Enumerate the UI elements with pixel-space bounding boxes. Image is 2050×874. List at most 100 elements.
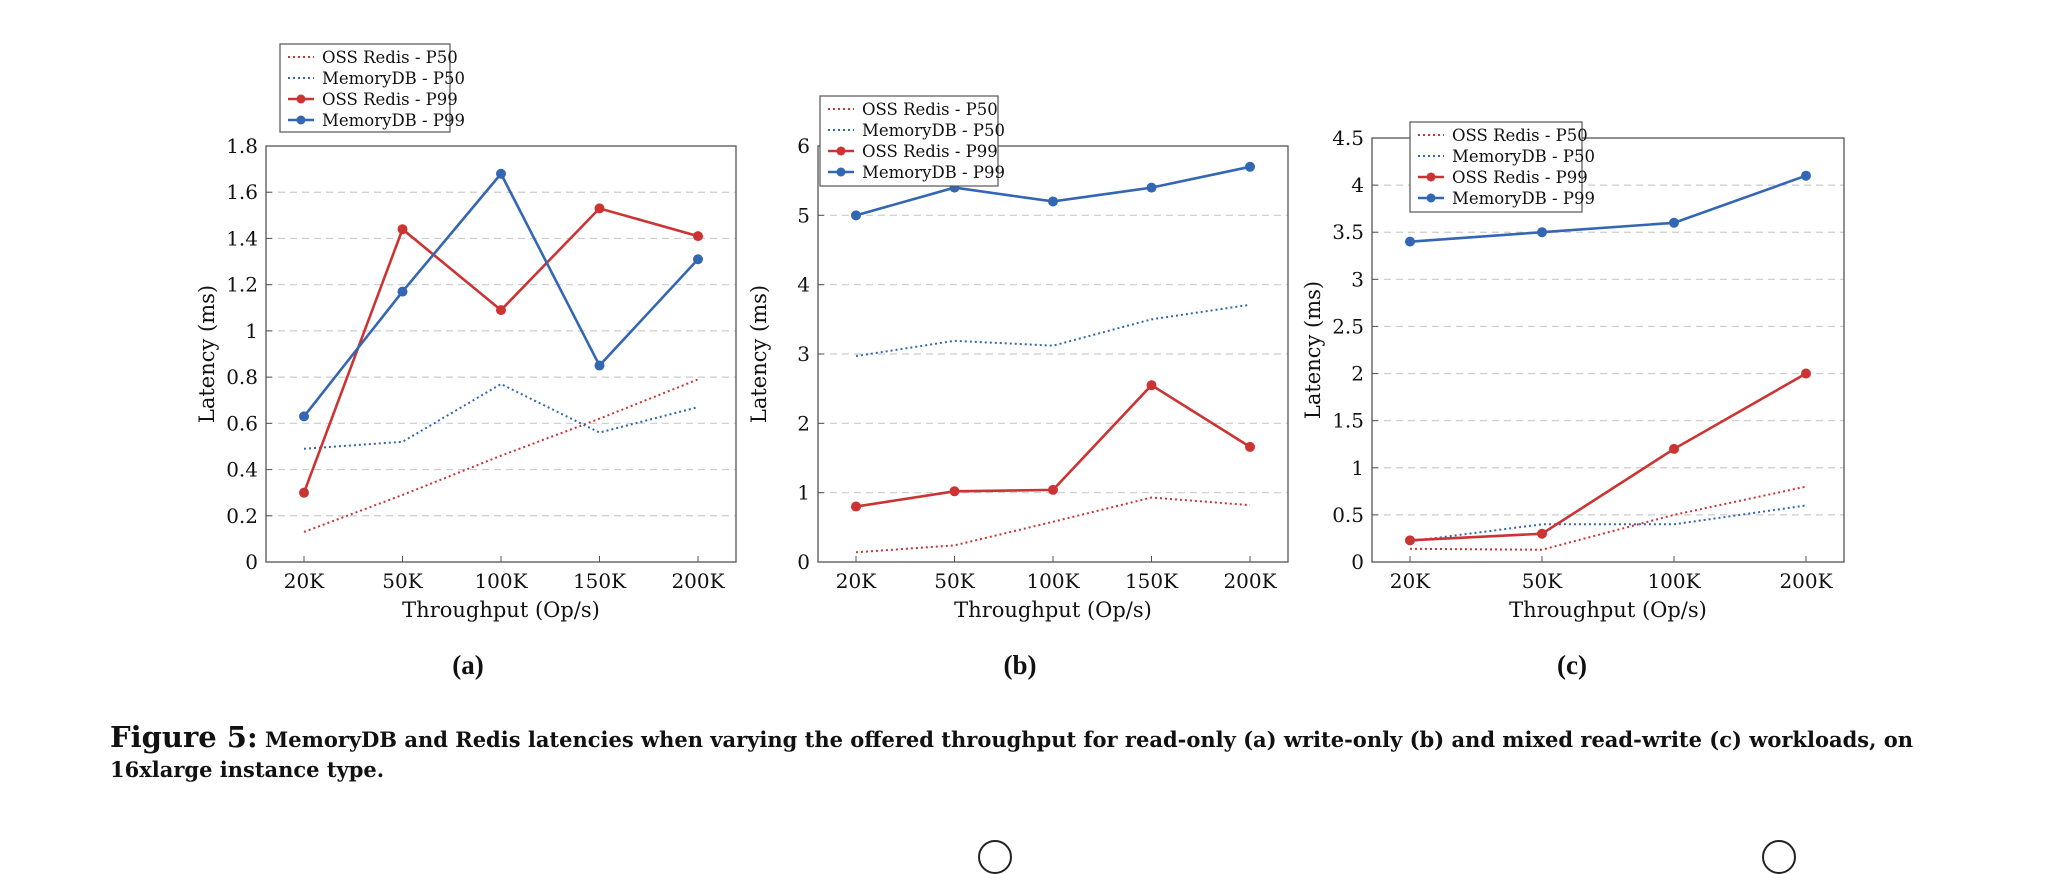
legend-label: OSS Redis - P99 [322, 90, 458, 109]
data-point [1405, 236, 1415, 247]
x-tick-label: 50K [1522, 569, 1563, 593]
legend-box [279, 43, 451, 133]
series-line-memorydb-p50 [303, 382, 699, 450]
series-line-memorydb-p99 [1409, 174, 1807, 243]
caption-text: MemoryDB and Redis latencies when varyin… [110, 727, 1913, 782]
x-tick-label: 150K [573, 569, 627, 593]
y-tick-label: 0 [1351, 550, 1364, 574]
data-point [496, 168, 506, 179]
x-tick-label: 200K [671, 569, 725, 593]
sublabel-a: (a) [452, 650, 484, 680]
legend-label: OSS Redis - P50 [322, 48, 458, 67]
plot-frame [265, 145, 737, 563]
legend-label: MemoryDB - P50 [1452, 147, 1595, 166]
page-mark-circle-left [978, 840, 1012, 874]
y-tick-label: 0.5 [1332, 503, 1364, 527]
x-tick-label: 100K [474, 569, 528, 593]
legend-label: OSS Redis - P50 [862, 100, 998, 119]
data-point [1537, 528, 1547, 539]
legend: OSS Redis - P50 MemoryDB - P50 OSS Redis -… [819, 95, 1005, 187]
data-point [1245, 161, 1255, 172]
y-tick-label: 0 [245, 550, 258, 574]
y-tick-label: 5 [797, 203, 810, 227]
series-line-oss-redis-p99 [1409, 372, 1807, 542]
legend-label: MemoryDB - P99 [1452, 189, 1595, 208]
y-tick-label: 0.6 [226, 411, 258, 435]
y-axis-label: Latency (ms) [1301, 281, 1325, 419]
y-tick-label: 1 [245, 319, 258, 343]
data-point [1669, 443, 1679, 454]
data-point [1669, 217, 1679, 228]
y-tick-label: 4 [1351, 173, 1364, 197]
chart-panel-0: 0 0.2 0.4 0.6 0.8 1 1.2 1.4 1.6 1.8 20K 50K 100K 150K… [195, 43, 737, 622]
x-tick-label: 20K [284, 569, 325, 593]
data-point [1405, 535, 1415, 546]
x-tick-label: 200K [1779, 569, 1833, 593]
y-tick-label: 0 [797, 550, 810, 574]
x-tick-label: 20K [836, 569, 877, 593]
data-point [299, 487, 309, 498]
legend-label: MemoryDB - P50 [322, 69, 465, 88]
y-tick-label: 3.5 [1332, 220, 1364, 244]
legend-label: OSS Redis - P99 [862, 142, 998, 161]
data-point [851, 501, 861, 512]
y-tick-label: 3 [1351, 267, 1364, 291]
chart-panel-2: 0 0.5 1 1.5 2 2.5 3 3.5 4 4.5 20K 50K 100K 200K Throug… [1301, 121, 1845, 622]
series-line-memorydb-p50 [1409, 504, 1807, 543]
data-point [1245, 441, 1255, 452]
data-point [693, 254, 703, 265]
data-point [1801, 368, 1811, 379]
data-point [397, 224, 408, 235]
y-tick-label: 3 [797, 342, 810, 366]
page-mark-circle-right [1762, 840, 1796, 874]
legend-label: OSS Redis - P50 [1452, 126, 1588, 145]
y-tick-label: 0.2 [226, 504, 258, 528]
legend-marker [836, 167, 846, 177]
y-tick-label: 4 [797, 273, 810, 297]
y-tick-label: 6 [797, 134, 810, 158]
data-point [397, 286, 408, 297]
series-line-oss-redis-p50 [855, 496, 1251, 554]
x-tick-label: 200K [1223, 569, 1277, 593]
data-point [299, 411, 309, 422]
y-tick-label: 1 [797, 481, 810, 505]
y-tick-label: 1.6 [226, 180, 258, 204]
x-tick-label: 100K [1026, 569, 1080, 593]
series-line-memorydb-p99 [302, 171, 699, 418]
figure-label: Figure 5: [110, 720, 258, 754]
series-line-memorydb-p50 [855, 303, 1251, 358]
data-point [949, 486, 960, 497]
y-tick-label: 1 [1351, 456, 1364, 480]
legend: OSS Redis - P50 MemoryDB - P50 OSS Redis -… [1409, 121, 1595, 213]
data-point [1048, 484, 1058, 495]
x-axis-label: Throughput (Op/s) [954, 598, 1152, 622]
legend-marker [296, 115, 306, 125]
legend-label: MemoryDB - P99 [322, 111, 465, 130]
x-tick-label: 50K [934, 569, 975, 593]
x-axis-label: Throughput (Op/s) [1509, 598, 1707, 622]
y-tick-label: 2.5 [1332, 314, 1364, 338]
y-tick-label: 2 [1351, 362, 1364, 386]
y-tick-label: 4.5 [1332, 126, 1364, 150]
legend-marker [836, 146, 846, 156]
data-point [496, 305, 506, 316]
data-point [1146, 380, 1157, 391]
legend-label: OSS Redis - P99 [1452, 168, 1588, 187]
y-tick-label: 1.8 [226, 134, 258, 158]
y-tick-label: 0.8 [226, 365, 258, 389]
legend-label: MemoryDB - P50 [862, 121, 1005, 140]
data-point [1146, 182, 1157, 193]
y-axis-label: Latency (ms) [195, 285, 219, 423]
sublabel-c: (c) [1557, 650, 1587, 680]
legend-label: MemoryDB - P99 [862, 163, 1005, 182]
series-line-oss-redis-p50 [303, 378, 699, 533]
data-point [594, 360, 605, 371]
chart-panel-1: 0 1 2 3 4 5 6 20K 50K 100K 150K 200K Throughput (Op/… [747, 95, 1289, 622]
plot-frame [1371, 137, 1845, 563]
legend-marker [1426, 172, 1436, 182]
x-axis-label: Throughput (Op/s) [402, 598, 600, 622]
data-point [1048, 196, 1058, 207]
data-point [1801, 170, 1811, 181]
y-tick-label: 1.4 [226, 226, 258, 250]
